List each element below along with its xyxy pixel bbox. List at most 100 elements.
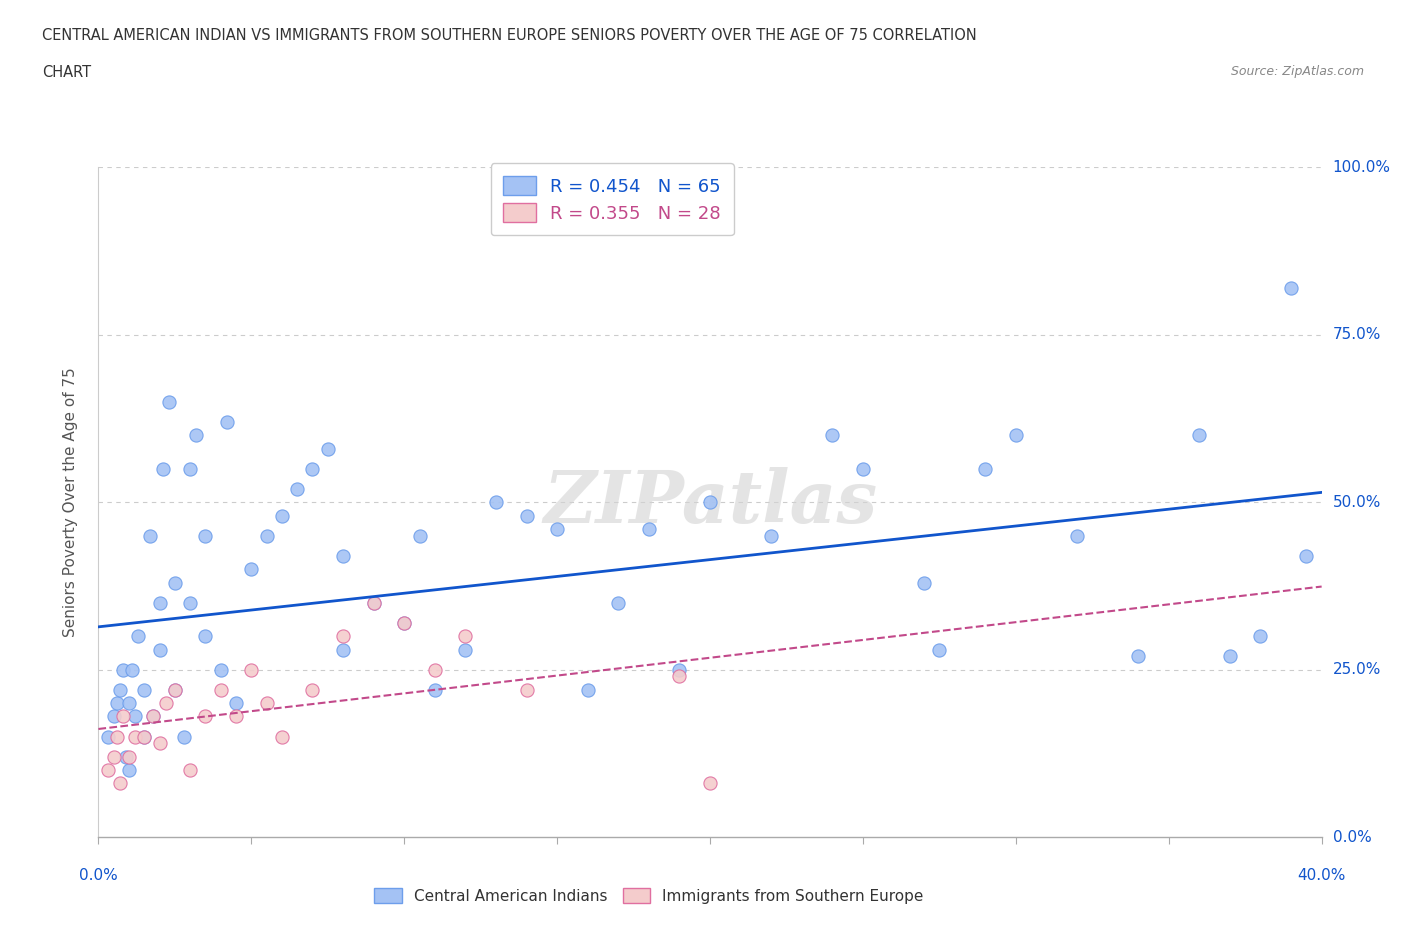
Point: [179, 595, 201, 610]
Point: [149, 642, 172, 657]
Point: [105, 696, 128, 711]
Point: [1250, 629, 1272, 644]
Point: [516, 683, 538, 698]
Point: [142, 709, 165, 724]
Point: [332, 549, 354, 564]
Text: CHART: CHART: [42, 65, 91, 80]
Point: [546, 522, 568, 537]
Point: [256, 528, 278, 543]
Text: 75.0%: 75.0%: [1333, 327, 1381, 342]
Point: [821, 428, 844, 443]
Point: [124, 709, 146, 724]
Point: [668, 662, 690, 677]
Point: [423, 683, 446, 698]
Point: [118, 696, 141, 711]
Y-axis label: Seniors Poverty Over the Age of 75: Seniors Poverty Over the Age of 75: [63, 367, 77, 637]
Point: [118, 763, 141, 777]
Point: [134, 729, 156, 744]
Point: [256, 696, 278, 711]
Text: 100.0%: 100.0%: [1333, 160, 1391, 175]
Point: [668, 669, 690, 684]
Point: [363, 595, 385, 610]
Point: [157, 394, 180, 409]
Point: [454, 629, 477, 644]
Point: [115, 750, 138, 764]
Point: [240, 662, 263, 677]
Point: [209, 683, 232, 698]
Point: [127, 629, 149, 644]
Point: [194, 528, 217, 543]
Point: [332, 642, 354, 657]
Point: [637, 522, 661, 537]
Point: [928, 642, 950, 657]
Text: 0.0%: 0.0%: [1333, 830, 1371, 844]
Point: [121, 662, 143, 677]
Point: [607, 595, 630, 610]
Text: 40.0%: 40.0%: [1298, 868, 1346, 883]
Text: ZIPatlas: ZIPatlas: [543, 467, 877, 538]
Point: [285, 482, 308, 497]
Point: [1128, 649, 1150, 664]
Point: [103, 750, 125, 764]
Point: [1004, 428, 1026, 443]
Point: [576, 683, 599, 698]
Point: [149, 736, 172, 751]
Point: [97, 729, 120, 744]
Point: [1279, 281, 1302, 296]
Legend: Central American Indians, Immigrants from Southern Europe: Central American Indians, Immigrants fro…: [368, 882, 929, 910]
Point: [194, 629, 217, 644]
Point: [699, 776, 721, 790]
Point: [194, 709, 217, 724]
Point: [111, 662, 134, 677]
Point: [97, 763, 120, 777]
Point: [316, 441, 339, 456]
Point: [408, 528, 430, 543]
Text: 50.0%: 50.0%: [1333, 495, 1381, 510]
Point: [301, 461, 323, 476]
Point: [103, 709, 125, 724]
Point: [699, 495, 721, 510]
Point: [974, 461, 997, 476]
Point: [761, 528, 783, 543]
Point: [225, 709, 247, 724]
Point: [270, 729, 294, 744]
Point: [111, 709, 134, 724]
Point: [124, 729, 146, 744]
Point: [1219, 649, 1241, 664]
Point: [186, 428, 208, 443]
Point: [270, 508, 294, 523]
Point: [363, 595, 385, 610]
Text: CENTRAL AMERICAN INDIAN VS IMMIGRANTS FROM SOUTHERN EUROPE SENIORS POVERTY OVER : CENTRAL AMERICAN INDIAN VS IMMIGRANTS FR…: [42, 28, 977, 43]
Point: [485, 495, 508, 510]
Point: [105, 729, 128, 744]
Point: [108, 683, 131, 698]
Point: [108, 776, 131, 790]
Point: [173, 729, 195, 744]
Point: [179, 763, 201, 777]
Point: [1188, 428, 1211, 443]
Text: 25.0%: 25.0%: [1333, 662, 1381, 677]
Point: [209, 662, 232, 677]
Point: [423, 662, 446, 677]
Point: [142, 709, 165, 724]
Point: [225, 696, 247, 711]
Text: Source: ZipAtlas.com: Source: ZipAtlas.com: [1230, 65, 1364, 78]
Point: [1295, 549, 1317, 564]
Point: [163, 575, 186, 590]
Point: [139, 528, 162, 543]
Point: [912, 575, 935, 590]
Point: [163, 683, 186, 698]
Point: [852, 461, 875, 476]
Point: [163, 683, 186, 698]
Point: [118, 750, 141, 764]
Point: [179, 461, 201, 476]
Point: [152, 461, 174, 476]
Point: [149, 595, 172, 610]
Point: [392, 616, 416, 631]
Point: [392, 616, 416, 631]
Point: [301, 683, 323, 698]
Point: [332, 629, 354, 644]
Point: [1066, 528, 1088, 543]
Point: [134, 683, 156, 698]
Point: [516, 508, 538, 523]
